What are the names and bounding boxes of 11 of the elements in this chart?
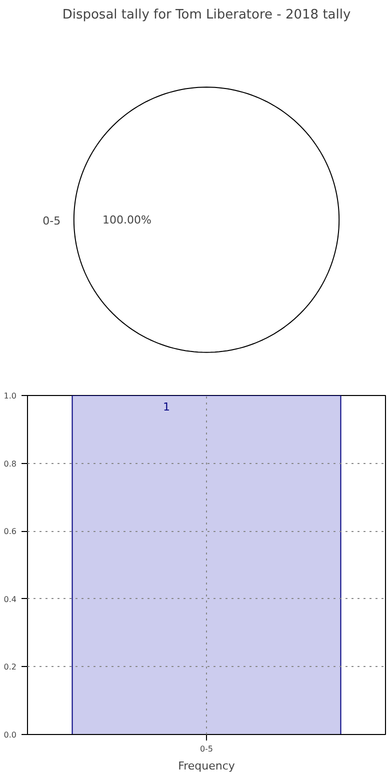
y-tick-label: 0.8	[4, 459, 17, 468]
y-tick-label: 0.6	[4, 527, 17, 536]
data-label: 1	[163, 400, 170, 414]
y-tick-label: 0.2	[4, 662, 17, 672]
slice-label: 0-5	[42, 214, 61, 228]
data-label: 100.00%	[102, 213, 152, 226]
y-tick-label: 0.4	[4, 594, 17, 604]
y-tick-label: 1.0	[4, 392, 17, 400]
y-tick-label: 0.0	[4, 730, 17, 740]
chart-title: Disposal tally for Tom Liberatore - 2018 tally	[62, 8, 351, 22]
x-axis-title: Frequency	[178, 760, 236, 772]
